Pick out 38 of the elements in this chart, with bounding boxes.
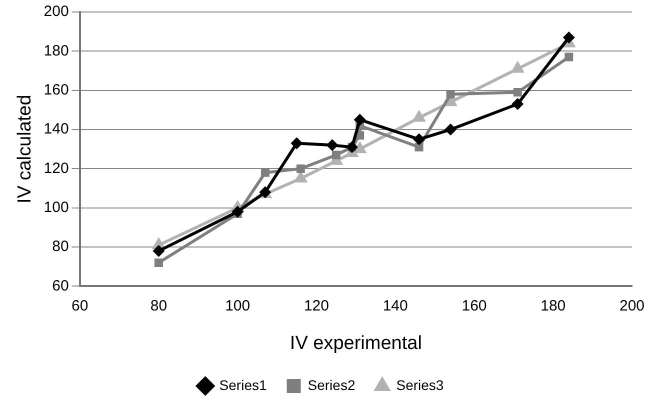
y-tick-label: 200 (44, 3, 69, 20)
y-tick-label: 160 (44, 81, 69, 98)
legend-label: Series2 (308, 376, 356, 393)
x-tick-label: 200 (619, 297, 645, 314)
point (562, 31, 575, 44)
point (332, 150, 340, 160)
x-tick-label: 160 (462, 297, 487, 314)
point (513, 88, 522, 97)
point (446, 90, 455, 99)
y-tick-label: 120 (44, 160, 69, 177)
y-tick-label: 180 (44, 42, 69, 60)
point (414, 142, 424, 152)
point (326, 139, 338, 152)
point (444, 124, 457, 136)
point (512, 98, 524, 110)
x-tick-label: 180 (540, 297, 566, 314)
x-tick-label: 120 (304, 297, 329, 314)
legend-label: Series1 (219, 376, 267, 393)
y-tick-label: 60 (52, 277, 69, 294)
point (296, 164, 305, 173)
point (152, 244, 165, 257)
point (154, 258, 163, 267)
x-tick-label: 60 (71, 297, 88, 314)
y-axis-title: IV calculated (14, 94, 36, 204)
x-axis-title: IV experimental (290, 332, 422, 354)
point (290, 137, 303, 150)
point (260, 168, 270, 177)
point (232, 206, 244, 218)
y-tick-label: 100 (44, 199, 69, 216)
y-tick-label: 80 (52, 238, 69, 256)
x-tick-label: 140 (382, 297, 408, 314)
point (564, 52, 574, 62)
legend-label: Series3 (396, 376, 444, 393)
y-tick-label: 140 (44, 120, 69, 138)
x-tick-label: 80 (150, 297, 168, 314)
point (413, 133, 426, 146)
x-tick-label: 100 (225, 297, 250, 314)
point (354, 114, 366, 126)
